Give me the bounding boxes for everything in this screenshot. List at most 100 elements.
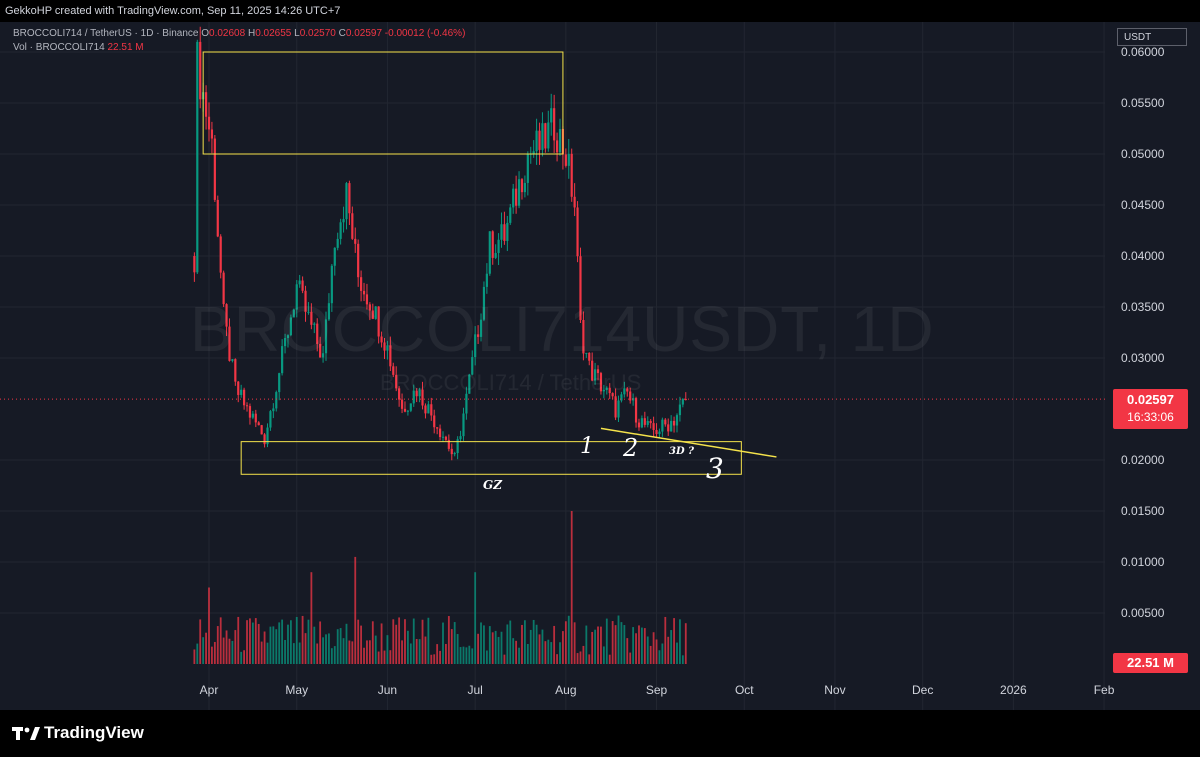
candle-body bbox=[517, 179, 521, 206]
candle-body bbox=[298, 280, 301, 285]
last-price-value: 0.02597 bbox=[1127, 392, 1174, 407]
candle-body bbox=[351, 213, 354, 239]
volume-bar bbox=[328, 633, 330, 664]
volume-bar bbox=[205, 632, 207, 664]
footer: TradingView bbox=[0, 710, 1200, 757]
price-tick-label: 0.05000 bbox=[1121, 147, 1165, 161]
candle-body bbox=[263, 434, 266, 445]
candle-body bbox=[313, 323, 316, 325]
volume-bar bbox=[623, 625, 626, 664]
candle-body bbox=[667, 424, 670, 432]
volume-bar bbox=[319, 621, 322, 664]
candle-body bbox=[409, 403, 412, 411]
volume-bar bbox=[325, 634, 327, 664]
candle-body bbox=[237, 381, 240, 395]
currency-selector[interactable]: USDT bbox=[1117, 28, 1187, 46]
ohlc-legend[interactable]: BROCCOLI714 / TetherUS · 1D · Binance O0… bbox=[13, 28, 465, 39]
volume-bar bbox=[503, 654, 506, 664]
price-tick-label: 0.02000 bbox=[1121, 453, 1165, 467]
volume-bar bbox=[573, 622, 576, 664]
volume-bar bbox=[632, 627, 635, 664]
candle-body bbox=[330, 265, 333, 304]
candle-body bbox=[354, 238, 357, 244]
volume-bar bbox=[439, 650, 441, 664]
volume-bar bbox=[251, 622, 254, 664]
volume-bar bbox=[424, 636, 427, 664]
attribution-bar: GekkoHP created with TradingView.com, Se… bbox=[0, 0, 1200, 22]
candle-body bbox=[465, 393, 468, 414]
volume-bar bbox=[234, 630, 237, 664]
volume-bar bbox=[272, 626, 275, 664]
candle-body bbox=[245, 405, 249, 407]
candle-body bbox=[602, 389, 605, 392]
candle-body bbox=[585, 352, 588, 354]
volume-bar bbox=[278, 622, 281, 664]
trendline bbox=[600, 427, 777, 458]
candle-body bbox=[430, 404, 433, 416]
candle-body bbox=[579, 256, 582, 321]
candle-body bbox=[515, 188, 518, 206]
volume-bar bbox=[208, 587, 210, 664]
low-label: L bbox=[294, 28, 300, 39]
volume-bar bbox=[193, 649, 196, 664]
candle-body bbox=[444, 436, 448, 440]
volume-bar bbox=[310, 572, 313, 664]
candle-body bbox=[488, 231, 491, 274]
candle-body bbox=[541, 123, 544, 150]
chart-area[interactable]: 0.06000 0.05500 0.05000 0.04500 0.04000 0.035… bbox=[0, 22, 1200, 710]
volume-bar bbox=[421, 619, 424, 664]
price-tick-label: 0.04000 bbox=[1121, 249, 1165, 263]
volume-bar bbox=[333, 646, 336, 664]
volume-bar bbox=[529, 629, 532, 664]
volume-bar bbox=[240, 651, 243, 664]
volume-bar bbox=[269, 626, 272, 664]
candle-body bbox=[281, 346, 284, 374]
volume-bar bbox=[664, 616, 667, 664]
volume-bar bbox=[257, 623, 260, 664]
candle-body bbox=[582, 320, 585, 354]
symbol-label[interactable]: BROCCOLI714 / TetherUS · 1D · Binance bbox=[13, 28, 199, 39]
candle-body bbox=[596, 369, 600, 374]
volume-label[interactable]: Vol · BROCCOLI714 bbox=[13, 42, 105, 53]
candle-body bbox=[684, 399, 687, 401]
candle-body bbox=[243, 389, 246, 406]
candle-body bbox=[491, 231, 494, 258]
volume-bar bbox=[602, 646, 605, 664]
candle-body bbox=[494, 253, 497, 258]
candle-body bbox=[482, 286, 486, 320]
volume-bar bbox=[357, 619, 360, 664]
candle-body bbox=[555, 140, 559, 153]
time-tick-label: Apr bbox=[200, 683, 219, 697]
volume-bar bbox=[409, 643, 412, 664]
candle-body bbox=[275, 392, 278, 409]
volume-bar bbox=[532, 619, 535, 664]
volume-bar bbox=[281, 619, 284, 664]
volume-bar bbox=[313, 626, 316, 664]
volume-bar bbox=[541, 629, 544, 664]
candle-body bbox=[438, 428, 442, 438]
candle-body bbox=[360, 277, 363, 291]
candle-body bbox=[497, 239, 500, 254]
candlestick-chart[interactable]: 0.06000 0.05500 0.05000 0.04500 0.04000 0.035… bbox=[0, 22, 1200, 710]
volume-bar bbox=[395, 624, 398, 664]
volume-bar bbox=[483, 625, 485, 664]
volume-bar bbox=[380, 623, 383, 664]
candle-body bbox=[670, 420, 673, 432]
candle-body bbox=[362, 290, 366, 295]
candle-body bbox=[357, 243, 360, 278]
candle-body bbox=[292, 309, 295, 318]
symbol-name-watermark: BROCCOLI714 / TetherUS bbox=[380, 370, 642, 395]
candle-body bbox=[558, 128, 562, 153]
candle-body bbox=[462, 413, 465, 437]
volume-bar bbox=[641, 627, 643, 664]
volume-bar bbox=[354, 556, 357, 664]
candle-body bbox=[661, 419, 664, 432]
volume-legend[interactable]: Vol · BROCCOLI714 22.51 M bbox=[13, 42, 144, 53]
volume-bar bbox=[243, 650, 245, 664]
candle-body bbox=[251, 413, 254, 418]
volume-bar bbox=[626, 638, 629, 664]
time-tick-label: Oct bbox=[735, 683, 754, 697]
candle-body bbox=[567, 153, 570, 166]
tradingview-logo[interactable]: TradingView bbox=[12, 722, 144, 744]
volume-bar bbox=[673, 618, 675, 664]
